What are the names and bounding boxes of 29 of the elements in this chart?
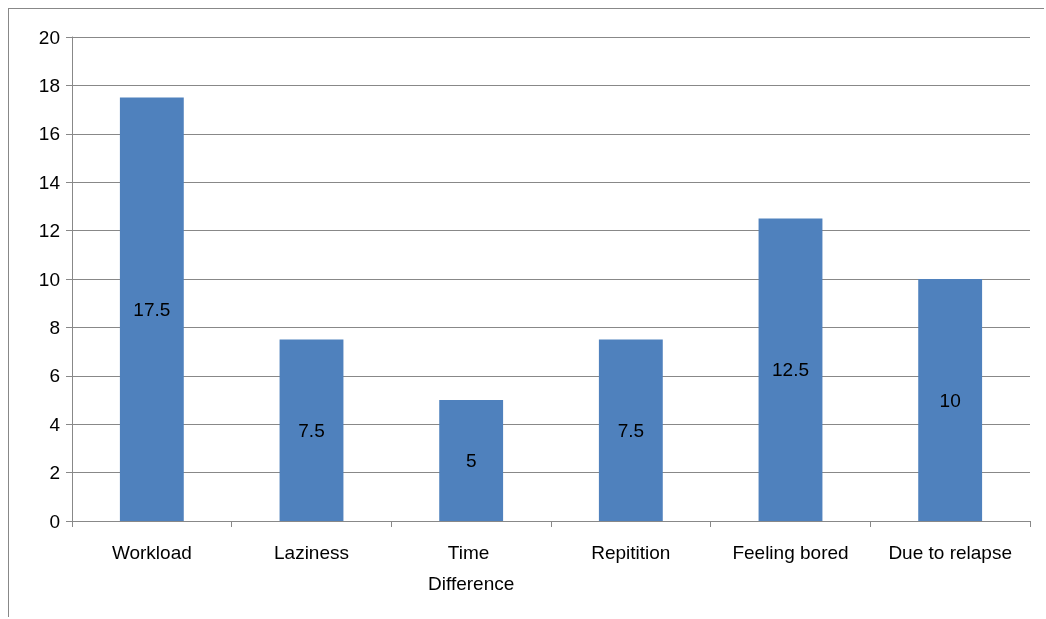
data-label: 10 xyxy=(939,389,961,411)
y-tick-label: 18 xyxy=(38,74,60,96)
bar xyxy=(918,279,983,521)
data-label: 5 xyxy=(465,450,477,471)
x-tick-label: Feeling bored xyxy=(732,542,849,563)
bar xyxy=(119,97,184,521)
data-label: 12.5 xyxy=(772,359,809,381)
y-tick-label: 8 xyxy=(49,316,60,338)
y-tick-label: 0 xyxy=(49,510,60,532)
bar xyxy=(279,339,344,521)
data-label: 7.5 xyxy=(298,419,325,441)
y-tick-label: 12 xyxy=(38,220,60,242)
x-tick-label: Repitition xyxy=(591,542,671,563)
x-tick-label: Time Difference xyxy=(428,542,515,594)
y-tick-label: 2 xyxy=(49,462,60,484)
bar xyxy=(598,339,663,521)
data-label: 7.5 xyxy=(617,419,645,441)
y-tick-label: 4 xyxy=(49,413,61,435)
x-tick-label: Workload xyxy=(111,542,192,563)
bar xyxy=(758,218,823,521)
y-tick-label: 20 xyxy=(38,26,60,48)
x-tick-label: Due to relapse xyxy=(888,542,1012,563)
y-tick-label: 16 xyxy=(38,123,60,145)
bar xyxy=(439,400,504,521)
x-tick-label: Laziness xyxy=(274,542,349,563)
y-tick-label: 6 xyxy=(49,365,60,387)
y-tick-label: 14 xyxy=(38,171,61,193)
data-label: 17.5 xyxy=(133,298,171,320)
y-tick-label: 10 xyxy=(38,268,60,290)
